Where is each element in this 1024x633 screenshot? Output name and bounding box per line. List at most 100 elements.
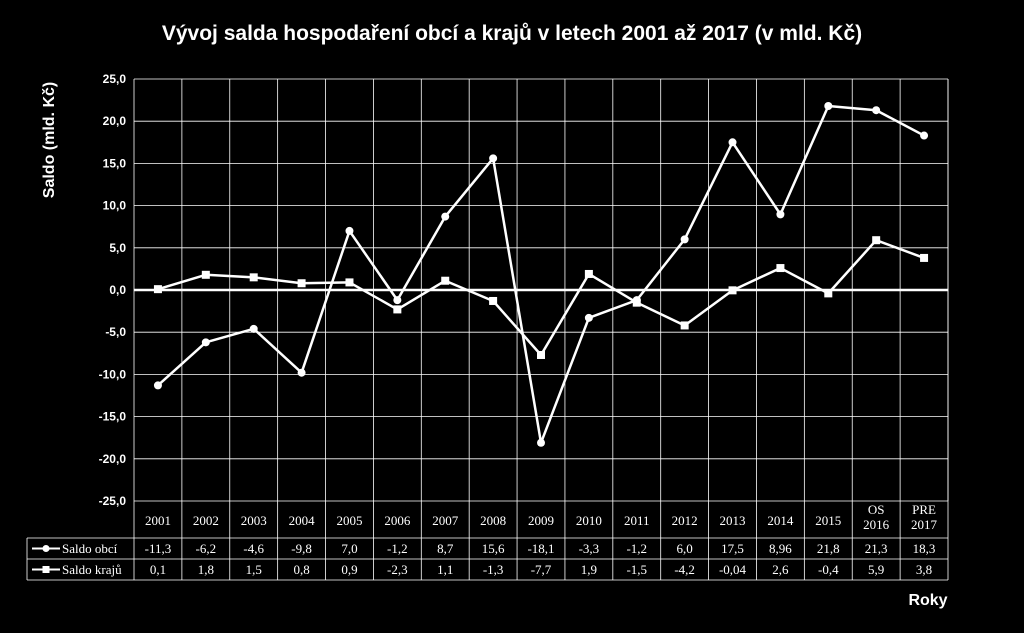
y-tick-label: -10,0 (99, 367, 127, 381)
data-label: 5,9 (868, 562, 884, 577)
data-label: -2,3 (387, 562, 408, 577)
data-label: -0,04 (719, 562, 747, 577)
legend-key-square-marker (42, 566, 50, 573)
category-label: 2012 (672, 513, 698, 528)
category-label: 2005 (336, 513, 362, 528)
category-label: 2006 (384, 513, 411, 528)
data-label: -4,2 (674, 562, 695, 577)
data-label: 17,5 (721, 541, 744, 556)
data-label: 0,9 (341, 562, 357, 577)
y-axis-label: Saldo (mld. Kč) (41, 82, 58, 198)
category-label: 2015 (815, 513, 841, 528)
x-axis-label: Roky (908, 592, 947, 609)
y-tick-labels: 25,0 20,0 15,0 10,0 5,0 0,0 -5,0 -10,0 -15,0 -20,… (99, 72, 127, 508)
data-label: -9,8 (291, 541, 312, 556)
data-label: 2,6 (772, 562, 789, 577)
data-point (201, 270, 210, 279)
y-tick-label: -5,0 (105, 325, 126, 339)
legend-key-circle-marker (42, 545, 50, 552)
data-point (249, 273, 258, 282)
y-tick-label: 5,0 (109, 241, 126, 255)
data-point (441, 276, 450, 285)
data-point (345, 278, 354, 287)
data-label: 8,7 (437, 541, 454, 556)
data-label: 1,1 (437, 562, 453, 577)
data-label: 18,3 (913, 541, 936, 556)
data-point (584, 269, 593, 278)
data-point (920, 131, 929, 140)
data-label: -1,2 (387, 541, 408, 556)
y-tick-label: -25,0 (99, 494, 127, 508)
data-point (824, 289, 833, 298)
data-label: 21,3 (865, 541, 888, 556)
data-point (584, 313, 593, 322)
data-label: -1,3 (483, 562, 504, 577)
data-point (297, 368, 306, 377)
category-label: 2010 (576, 513, 602, 528)
category-label: 2009 (528, 513, 554, 528)
data-label: -3,3 (579, 541, 600, 556)
category-label: 2007 (432, 513, 459, 528)
category-label: 2003 (241, 513, 267, 528)
data-table: 2001 2002 2003 2004 2005 2006 2007 2008 2009 2010… (26, 502, 948, 581)
data-label: 21,8 (817, 541, 840, 556)
data-point (728, 138, 737, 147)
y-tick-label: -20,0 (99, 452, 127, 466)
data-point (201, 338, 210, 347)
data-point (824, 102, 833, 111)
data-label: -1,2 (626, 541, 647, 556)
data-point (728, 286, 737, 295)
data-point (776, 210, 785, 219)
series-lines (153, 102, 929, 447)
chart-title: Vývoj salda hospodaření obcí a krajů v l… (162, 22, 862, 45)
data-label: 15,6 (482, 541, 505, 556)
data-point (680, 235, 689, 244)
data-point (872, 236, 881, 245)
category-label: OS (868, 502, 885, 517)
data-label: 7,0 (341, 541, 357, 556)
data-label: -4,6 (243, 541, 264, 556)
data-point (153, 381, 162, 390)
data-point (393, 296, 402, 305)
data-label: 6,0 (677, 541, 693, 556)
category-label: 2002 (193, 513, 219, 528)
data-label: -18,1 (527, 541, 554, 556)
data-point (489, 154, 498, 163)
data-label: 3,8 (916, 562, 932, 577)
data-label: -0,4 (818, 562, 839, 577)
category-label: 2017 (911, 517, 938, 532)
data-label: -7,7 (531, 562, 552, 577)
y-tick-label: 10,0 (103, 199, 127, 213)
data-point (297, 279, 306, 288)
data-point (920, 253, 929, 262)
data-label: -11,3 (145, 541, 172, 556)
data-label: 0,1 (150, 562, 166, 577)
data-label: 0,8 (293, 562, 309, 577)
data-point (393, 305, 402, 314)
data-point (441, 212, 450, 221)
data-point (776, 264, 785, 273)
y-tick-label: 20,0 (103, 114, 127, 128)
data-point (345, 226, 354, 235)
legend-series-name: Saldo obcí (62, 541, 118, 556)
data-label: 1,9 (581, 562, 597, 577)
data-point (872, 106, 881, 115)
data-point (537, 350, 545, 359)
y-tick-label: -15,0 (99, 410, 127, 424)
y-tick-label: 25,0 (103, 72, 127, 86)
data-label: 1,5 (246, 562, 262, 577)
data-point (537, 438, 545, 447)
grid (133, 78, 949, 580)
data-point (153, 285, 162, 294)
legend-series-name: Saldo krajů (62, 562, 122, 577)
data-label: 1,8 (198, 562, 214, 577)
data-label: 8,96 (769, 541, 792, 556)
data-label: -6,2 (196, 541, 217, 556)
y-tick-label: 0,0 (109, 283, 126, 297)
category-label: 2014 (767, 513, 794, 528)
category-label: 2004 (289, 513, 316, 528)
data-point (249, 324, 258, 333)
data-point (632, 298, 641, 307)
data-point (489, 296, 498, 305)
